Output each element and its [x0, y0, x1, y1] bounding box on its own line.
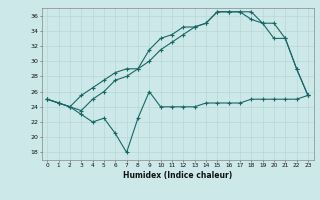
X-axis label: Humidex (Indice chaleur): Humidex (Indice chaleur) [123, 171, 232, 180]
